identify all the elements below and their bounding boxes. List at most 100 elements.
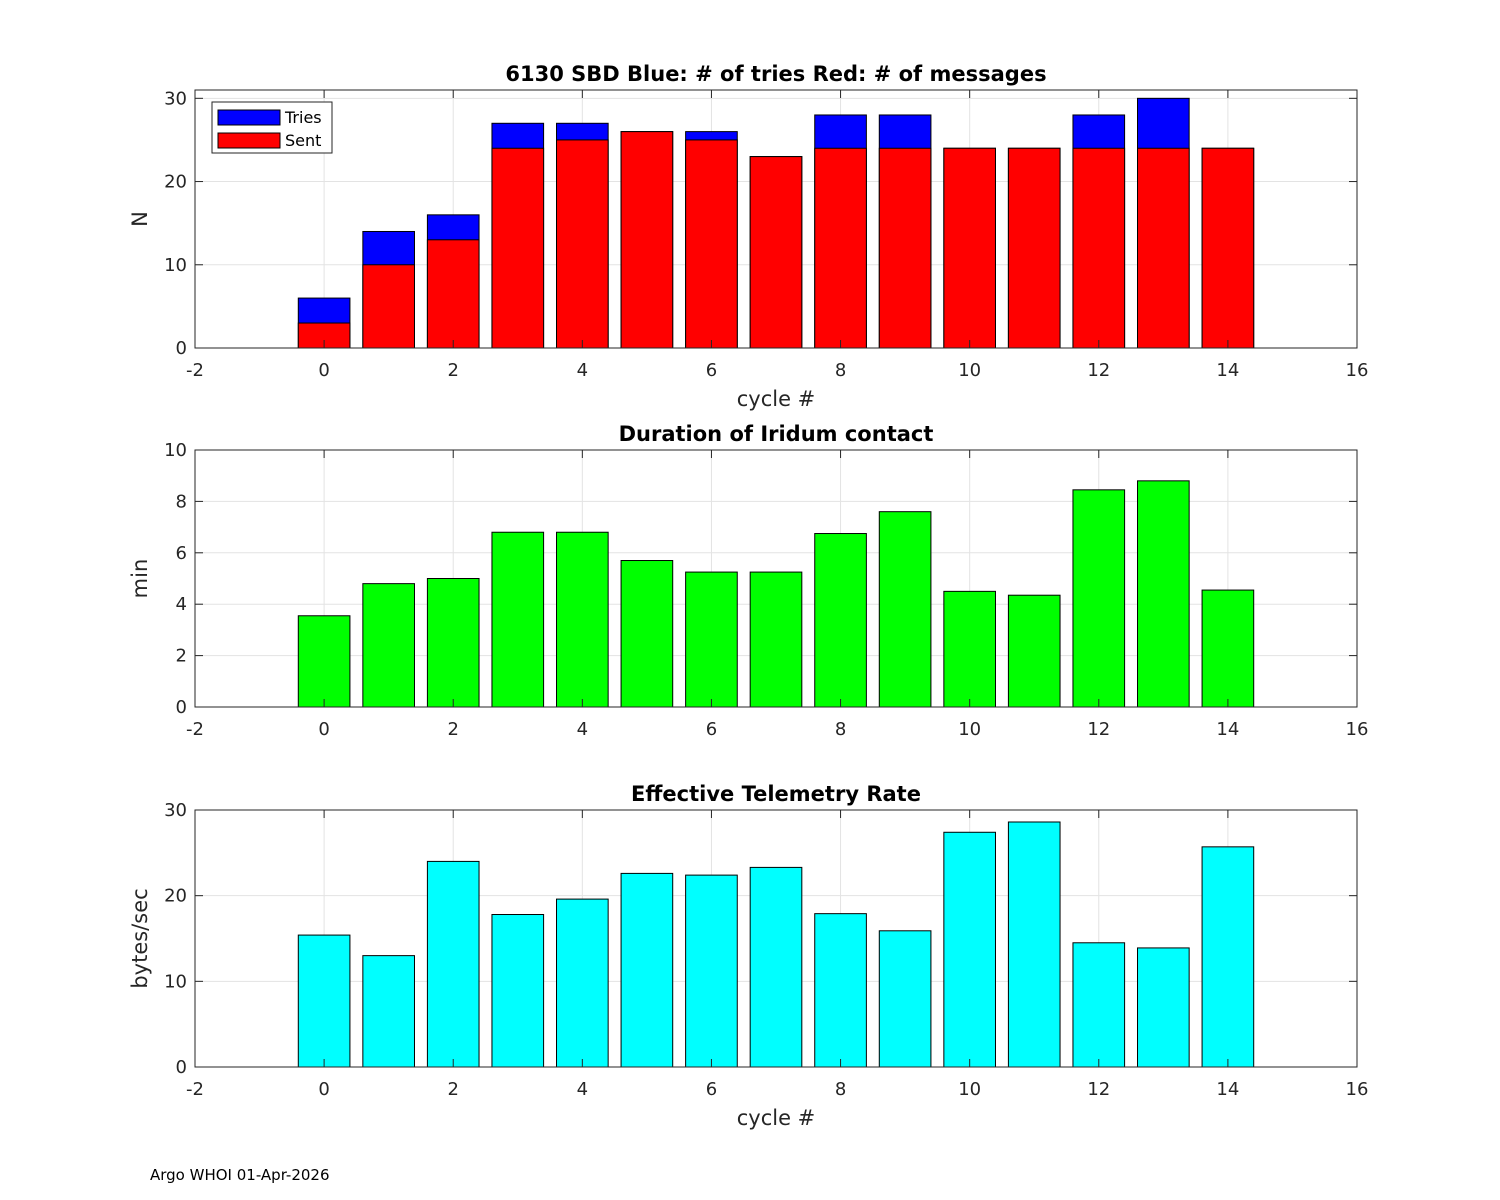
x-tick-label: 2 [447,360,458,381]
y-tick-label: 10 [164,440,187,461]
x-tick-label: 16 [1346,360,1369,381]
bar-duration-cycle-13 [1137,480,1190,708]
legend-label-tries: Tries [284,108,322,127]
bar-duration-cycle-12 [1072,489,1126,708]
bar-sent-cycle-10 [943,147,996,349]
bar-rate-cycle-10 [943,831,996,1068]
x-tick-label: 14 [1216,719,1239,740]
bar-sent-cycle-7 [749,156,803,349]
bar-rate-cycle-11 [1007,821,1061,1068]
x-tick-label: -2 [186,1079,204,1100]
x-tick-label: 8 [835,360,846,381]
x-tick-label: 2 [447,1079,458,1100]
x-tick-label: 12 [1087,360,1110,381]
x-axis-label: cycle # [737,1106,816,1130]
bar-duration-cycle-4 [556,531,609,708]
x-tick-label: 8 [835,1079,846,1100]
x-tick-label: 4 [577,1079,588,1100]
bar-sent-cycle-6 [685,139,738,349]
y-tick-label: 0 [176,338,187,359]
bar-duration-cycle-10 [943,590,996,708]
bar-sent-cycle-12 [1072,147,1126,349]
bar-rate-cycle-3 [491,914,545,1068]
bar-rate-cycle-4 [556,898,609,1068]
bar-duration-cycle-0 [297,615,351,708]
bar-rate-cycle-6 [685,874,738,1068]
bar-sent-cycle-5 [620,131,674,349]
bar-sent-cycle-13 [1137,147,1190,349]
bar-rate-cycle-8 [814,913,867,1068]
bar-rate-cycle-0 [297,934,351,1068]
y-tick-label: 8 [176,491,187,512]
bar-rate-cycle-1 [362,955,415,1068]
bar-duration-cycle-14 [1201,589,1255,708]
x-tick-label: 0 [318,360,329,381]
y-tick-label: 0 [176,1057,187,1078]
x-tick-label: 10 [958,1079,981,1100]
y-tick-label: 4 [176,594,187,615]
axes-box [194,809,1358,1068]
legend: Tries Sent [211,101,333,154]
bar-sent-cycle-9 [878,147,932,349]
bar-rate-cycle-14 [1201,846,1255,1068]
x-tick-label: 4 [577,719,588,740]
bar-duration-cycle-7 [749,571,803,708]
bar-duration-cycle-9 [878,511,932,708]
x-tick-label: 8 [835,719,846,740]
x-tick-label: 16 [1346,1079,1369,1100]
y-tick-label: 2 [176,646,187,667]
bar-group [297,480,1255,708]
y-tick-label: 0 [176,697,187,718]
chart-title: Duration of Iridum contact [619,422,934,446]
bar-duration-cycle-6 [685,571,738,708]
y-tick-label: 6 [176,543,187,564]
bar-duration-cycle-2 [426,578,480,708]
x-tick-label: 6 [706,719,717,740]
y-axis-label: min [128,559,152,599]
x-axis-label: cycle # [737,387,816,411]
legend-label-sent: Sent [285,131,321,150]
bar-rate-cycle-13 [1137,947,1190,1068]
bar-duration-cycle-11 [1007,594,1061,708]
chart-title: 6130 SBD Blue: # of tries Red: # of mess… [505,62,1046,86]
bar-rate-cycle-2 [426,860,480,1068]
bar-duration-cycle-8 [814,533,867,708]
y-tick-label: 20 [164,886,187,907]
bar-rate-cycle-9 [878,930,932,1068]
x-tick-label: 10 [958,360,981,381]
bar-duration-cycle-5 [620,560,674,708]
x-tick-label: 0 [318,719,329,740]
x-tick-label: -2 [186,719,204,740]
bar-duration-cycle-3 [491,531,545,708]
legend-swatch-tries [217,109,281,126]
bar-group [297,821,1255,1068]
y-tick-label: 30 [164,88,187,109]
legend-swatch-sent [217,132,281,149]
y-tick-label: 10 [164,255,187,276]
x-tick-label: 16 [1346,719,1369,740]
bar-rate-cycle-7 [749,866,803,1068]
bar-sent-cycle-3 [491,147,545,349]
x-tick-label: 4 [577,360,588,381]
bar-duration-cycle-1 [362,583,415,708]
x-tick-label: -2 [186,360,204,381]
x-tick-label: 14 [1216,1079,1239,1100]
x-tick-label: 0 [318,1079,329,1100]
axes-box [194,449,1358,708]
bar-group [297,97,1255,349]
bar-sent-cycle-4 [556,139,609,349]
y-axis-label: N [128,211,152,227]
x-tick-label: 6 [706,360,717,381]
y-tick-label: 20 [164,172,187,193]
x-tick-label: 12 [1087,1079,1110,1100]
x-tick-label: 12 [1087,719,1110,740]
bar-rate-cycle-12 [1072,942,1126,1068]
y-tick-label: 10 [164,971,187,992]
x-tick-label: 6 [706,1079,717,1100]
bar-rate-cycle-5 [620,872,674,1068]
x-tick-label: 14 [1216,360,1239,381]
bar-sent-cycle-1 [362,264,415,349]
